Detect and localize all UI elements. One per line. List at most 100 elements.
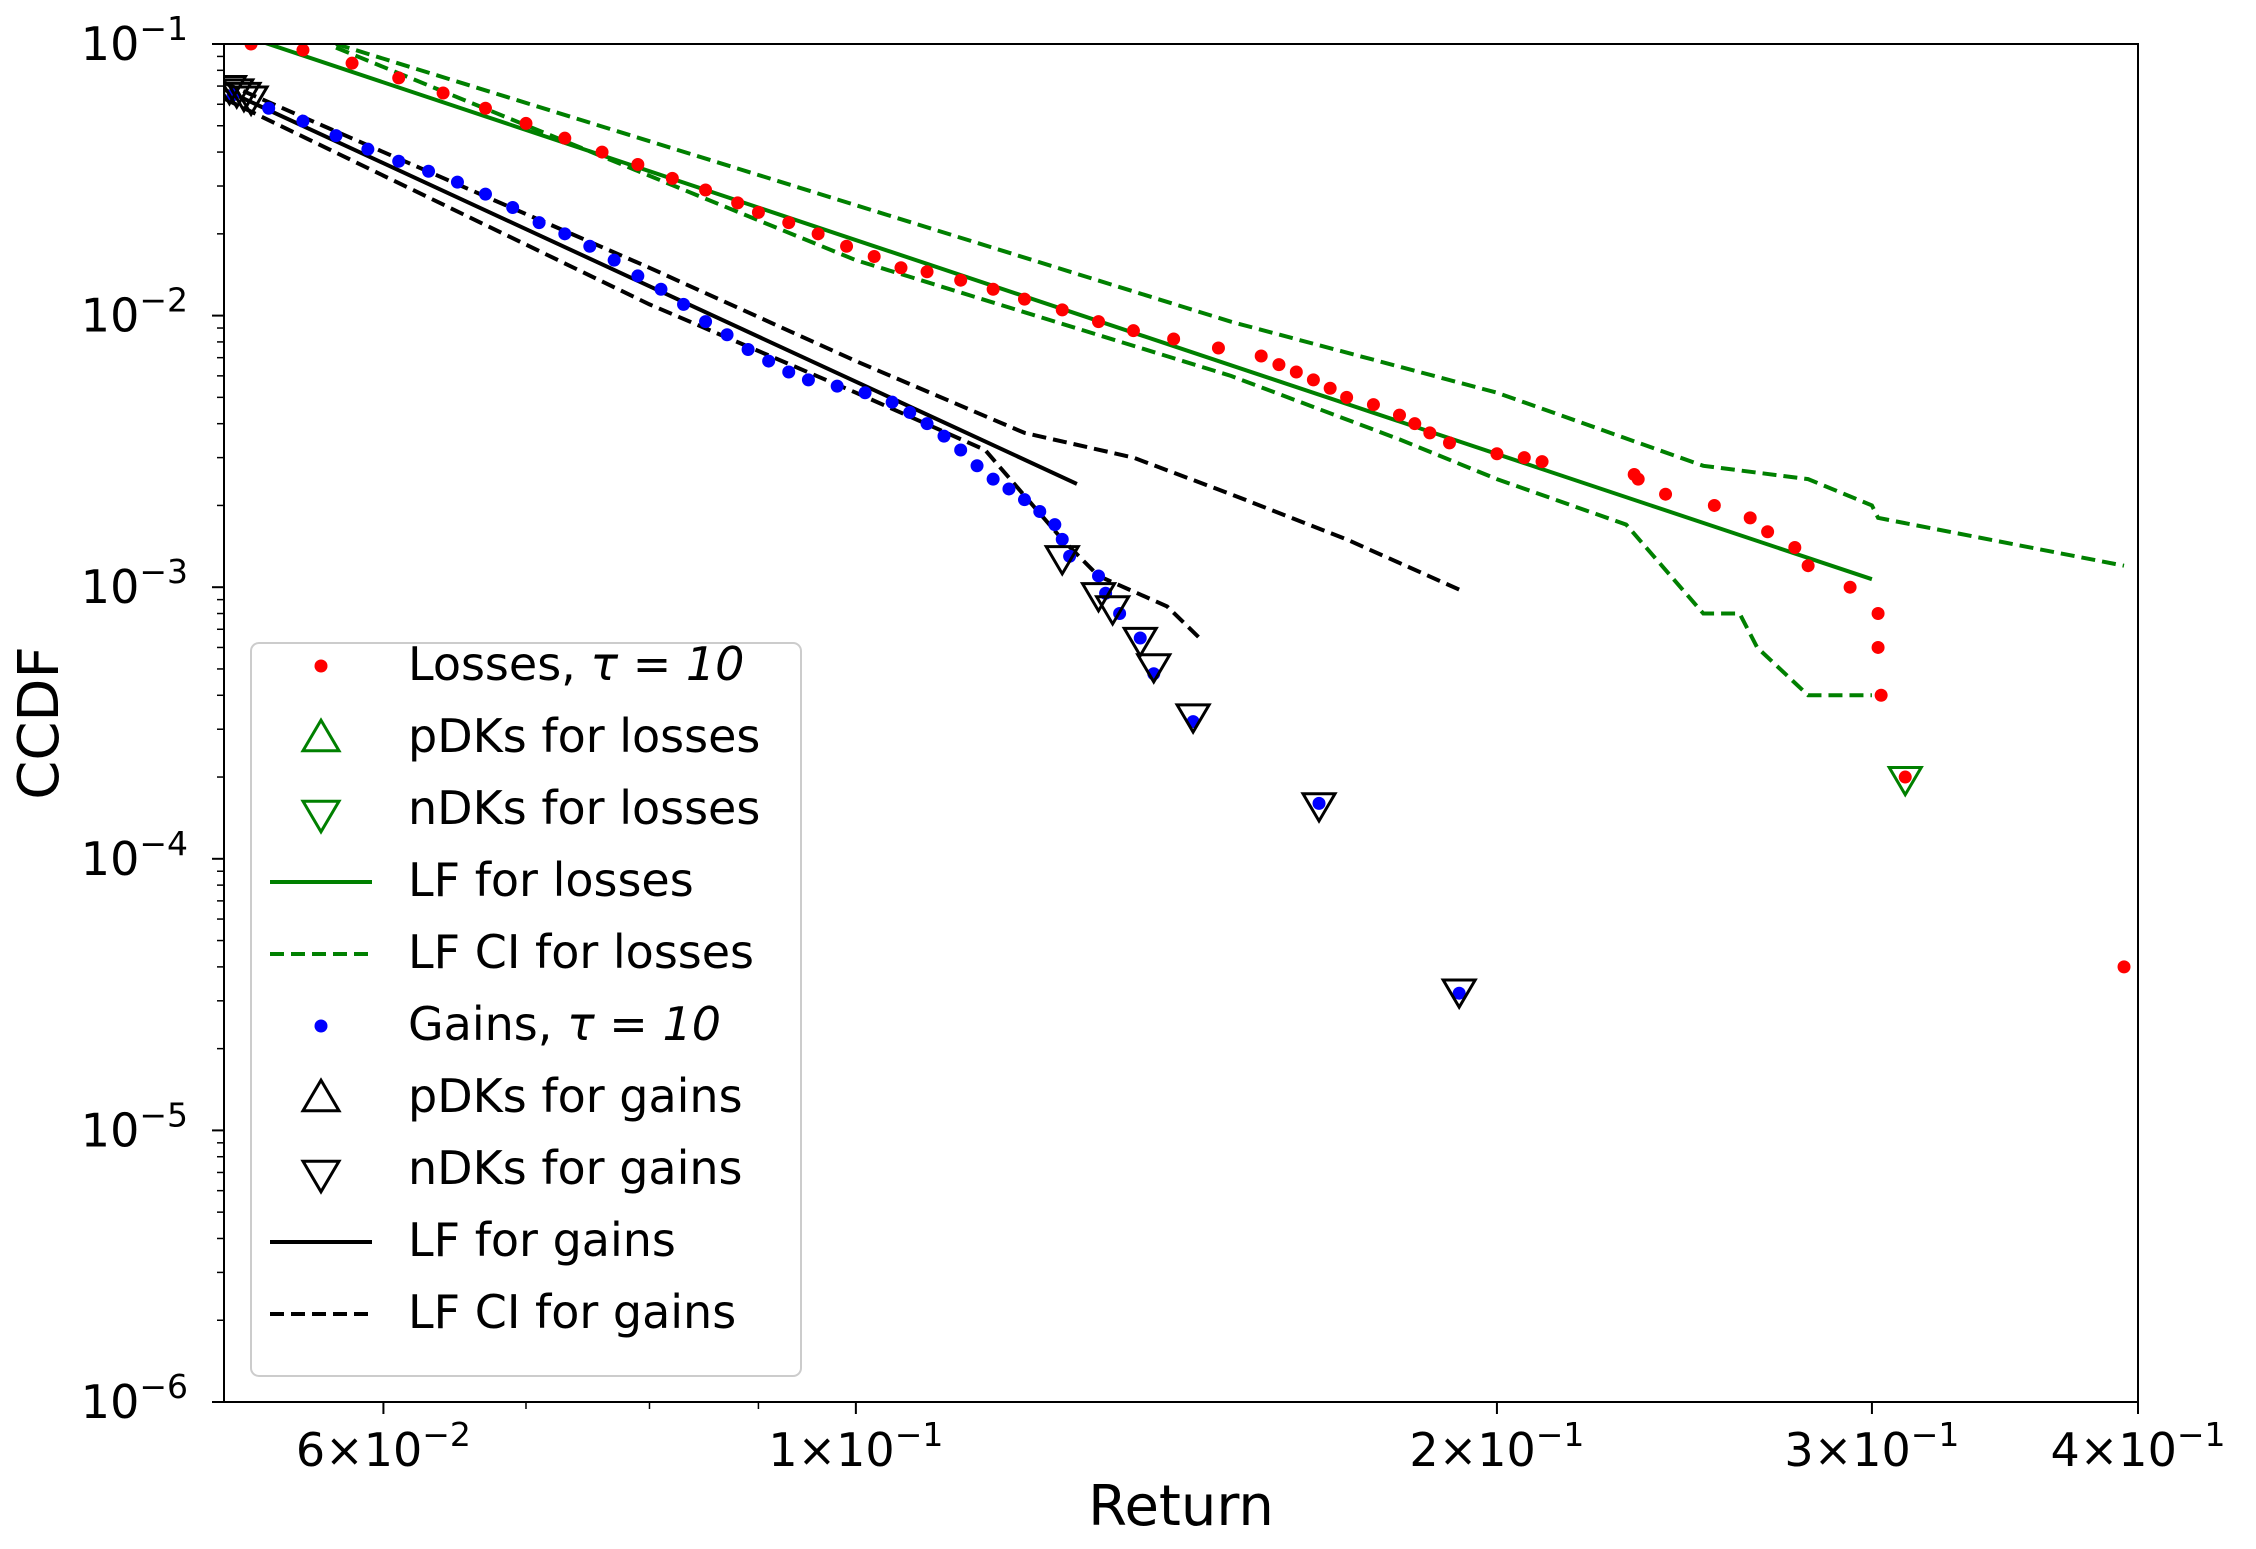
- y-tick-label: 10−3: [81, 552, 188, 614]
- data-point: [1392, 408, 1406, 422]
- y-axis-label: CCDF: [7, 646, 72, 800]
- data-point: [631, 158, 645, 172]
- legend-frame: [250, 642, 802, 1377]
- legend-item-lf-ci-for-losses: LF CI for losses: [270, 925, 754, 979]
- data-point: [1871, 607, 1885, 621]
- series-line: [224, 87, 1078, 486]
- data-point: [782, 365, 796, 379]
- marker-tri-down: [1135, 653, 1173, 685]
- legend-label: LF CI for losses: [408, 925, 754, 979]
- data-point: [677, 297, 691, 311]
- data-point: [1788, 541, 1802, 555]
- data-point: [1254, 349, 1268, 363]
- legend-swatch: [300, 799, 342, 835]
- data-point: [2117, 960, 2131, 974]
- data-point: [1452, 986, 1466, 1000]
- x-tick-label: 1×10−1: [768, 1415, 943, 1477]
- data-point: [345, 56, 359, 70]
- data-point: [1874, 688, 1888, 702]
- data-point: [1707, 498, 1721, 512]
- series-lf-ci-for-losses-upper: [335, 44, 2125, 568]
- data-point: [1289, 365, 1303, 379]
- data-point: [654, 282, 668, 296]
- data-point: [1048, 518, 1062, 532]
- data-point: [478, 101, 492, 115]
- data-point: [699, 315, 713, 329]
- data-point: [811, 227, 825, 241]
- data-point: [1871, 640, 1885, 654]
- data-point: [1843, 580, 1857, 594]
- marker-tri-down: [225, 81, 263, 114]
- series-losses: [244, 44, 2131, 974]
- data-point: [954, 443, 968, 457]
- data-point: [392, 71, 406, 85]
- data-point: [1442, 436, 1456, 450]
- data-point: [1743, 511, 1757, 525]
- data-point: [1490, 447, 1504, 461]
- data-point: [558, 227, 572, 241]
- data-point: [1761, 525, 1775, 539]
- data-point: [1055, 303, 1069, 317]
- legend-item-ndks-for-losses: nDKs for losses: [300, 781, 760, 835]
- legend-swatch: [300, 1159, 342, 1195]
- marker-tri-down: [1886, 765, 1924, 798]
- marker-tri-down: [1121, 626, 1159, 659]
- data-point: [1517, 451, 1531, 465]
- data-point: [262, 101, 276, 115]
- data-point: [450, 175, 464, 189]
- data-point: [885, 395, 899, 409]
- data-point: [583, 239, 597, 253]
- y-tick-label: 10−6: [81, 1367, 188, 1429]
- series-line: [335, 45, 1872, 698]
- legend-label: pDKs for losses: [408, 709, 760, 763]
- marker-tri-down: [1440, 978, 1478, 1011]
- plot-frame: [223, 43, 2139, 1403]
- data-point: [801, 373, 815, 387]
- data-point: [1366, 398, 1380, 412]
- data-point: [1659, 487, 1673, 501]
- data-point: [903, 405, 917, 419]
- data-point: [1423, 426, 1437, 440]
- y-tick-label: 10−1: [81, 9, 188, 71]
- axis-layer: 10−1 10−2 10−3 10−4 10−5 10−6 6×10−2 1×10−1 2×10…: [81, 9, 2226, 1477]
- legend-label: LF CI for gains: [408, 1285, 736, 1339]
- data-point: [741, 343, 755, 357]
- x-tick-label: 6×10−2: [296, 1415, 471, 1477]
- data-point: [1631, 472, 1645, 486]
- marker-tri-down: [1300, 792, 1338, 824]
- data-point: [970, 459, 984, 473]
- legend-item-ndks-for-gains: nDKs for gains: [300, 1141, 743, 1195]
- data-point: [329, 129, 343, 143]
- data-point: [762, 354, 776, 368]
- data-point: [296, 114, 310, 128]
- y-tick-label: 10−2: [81, 281, 188, 343]
- legend: Losses, τ = 10 pDKs for losses nDKs for lo…: [250, 637, 802, 1377]
- legend-item-lf-ci-for-gains: LF CI for gains: [270, 1285, 736, 1339]
- data-point: [1167, 332, 1181, 346]
- series-lf-for-gains: [224, 87, 1078, 486]
- data-point: [478, 187, 492, 201]
- data-point: [1033, 504, 1047, 518]
- marker-tri-down: [1043, 545, 1081, 577]
- data-point: [1323, 381, 1337, 395]
- data-point: [937, 429, 951, 443]
- data-point: [867, 250, 881, 264]
- data-point: [422, 164, 436, 178]
- data-point: [830, 379, 844, 393]
- legend-label: pDKs for gains: [408, 1069, 743, 1123]
- series-line: [224, 80, 1461, 592]
- data-point: [731, 196, 745, 210]
- data-point: [1898, 770, 1912, 784]
- legend-item-gains-10: Gains, τ = 10: [314, 997, 721, 1051]
- marker-tri-down: [232, 85, 270, 118]
- x-tick-label: 2×10−1: [1409, 1415, 1584, 1477]
- legend-swatch: [300, 717, 342, 753]
- data-point: [506, 201, 520, 215]
- series-line: [335, 44, 2125, 568]
- y-tick-label: 10−4: [81, 824, 188, 886]
- data-point: [1340, 390, 1354, 404]
- legend-label: Gains, τ = 10: [408, 997, 721, 1051]
- data-point: [296, 44, 310, 57]
- data-point: [920, 265, 934, 279]
